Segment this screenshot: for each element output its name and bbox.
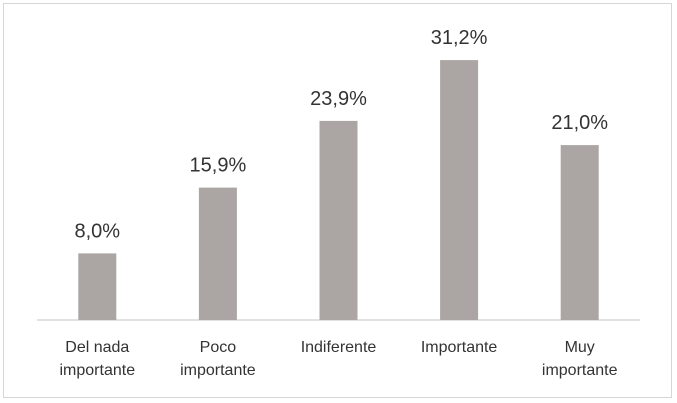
data-label-2: 15,9% [190, 155, 247, 177]
category-label-4: Importante [421, 339, 498, 356]
data-label-4: 31,2% [431, 27, 488, 49]
data-label-3: 23,9% [310, 88, 367, 110]
category-label-2: Poco importante [180, 339, 256, 379]
bar-4 [440, 60, 479, 320]
bar-3 [319, 120, 358, 321]
bar-2 [198, 187, 237, 320]
category-label-5: Muy importante [542, 339, 618, 379]
category-label-line: importante [542, 362, 618, 379]
category-label-line: importante [60, 362, 136, 379]
category-label-3: Indiferente [301, 339, 377, 356]
category-label-line: Importante [421, 339, 498, 356]
category-label-line: importante [180, 362, 256, 379]
data-label-5: 21,0% [551, 112, 608, 134]
bar-5 [560, 145, 599, 320]
category-label-line: Muy [565, 339, 595, 356]
category-label-line: Del nada [65, 339, 129, 356]
category-label-1: Del nada importante [60, 339, 136, 379]
bar-1 [78, 253, 117, 320]
category-label-line: Poco [200, 339, 237, 356]
category-label-line: Indiferente [301, 339, 377, 356]
data-label-1: 8,0% [75, 220, 121, 242]
